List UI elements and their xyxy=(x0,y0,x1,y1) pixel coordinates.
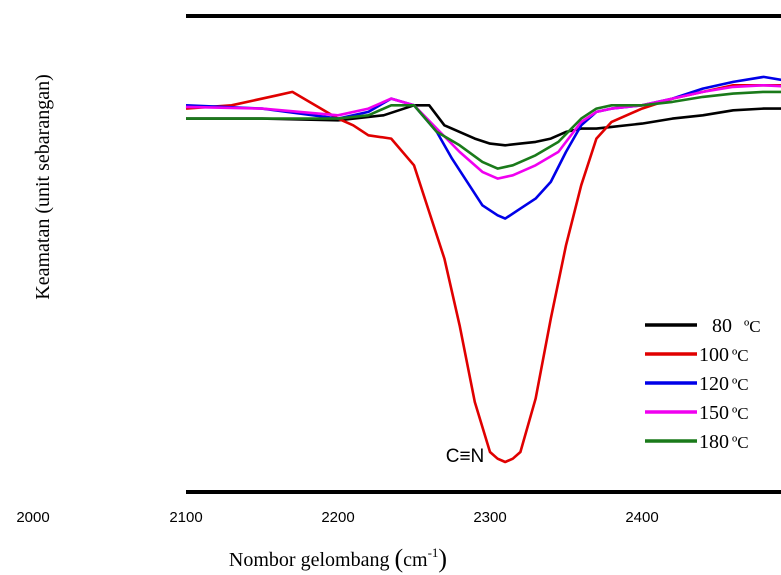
y-axis-label: Keamatan (unit sebarangan) xyxy=(32,74,54,299)
legend-label-120: 120 ºC xyxy=(699,373,749,395)
cn-annotation: C≡N xyxy=(446,446,485,467)
legend-label-100: 100 ºC xyxy=(699,344,749,366)
x-tick-2000: 2000 xyxy=(16,509,49,526)
series-group xyxy=(185,75,781,464)
legend-label-80: 80 ºC xyxy=(712,315,761,337)
x-tick-2200: 2200 xyxy=(321,509,354,526)
series-line-80 xyxy=(186,104,781,147)
x-tick-2400: 2400 xyxy=(625,509,658,526)
series-line-100 xyxy=(185,84,781,464)
series-line-180 xyxy=(186,90,781,170)
x-tick-2100: 2100 xyxy=(169,509,202,526)
legend-label-180: 180 ºC xyxy=(699,431,749,453)
x-axis-label: Nombor gelombang (cm-1) xyxy=(229,544,447,573)
axes xyxy=(186,14,781,494)
legend: 80 ºC 100 ºC 120 ºC 150 ºC 180 ºC xyxy=(645,315,761,453)
series-line-150 xyxy=(185,84,781,180)
x-tick-labels: 2000 2100 2200 2300 2400 xyxy=(16,509,658,526)
legend-label-150: 150 ºC xyxy=(699,402,749,424)
x-tick-2300: 2300 xyxy=(473,509,506,526)
